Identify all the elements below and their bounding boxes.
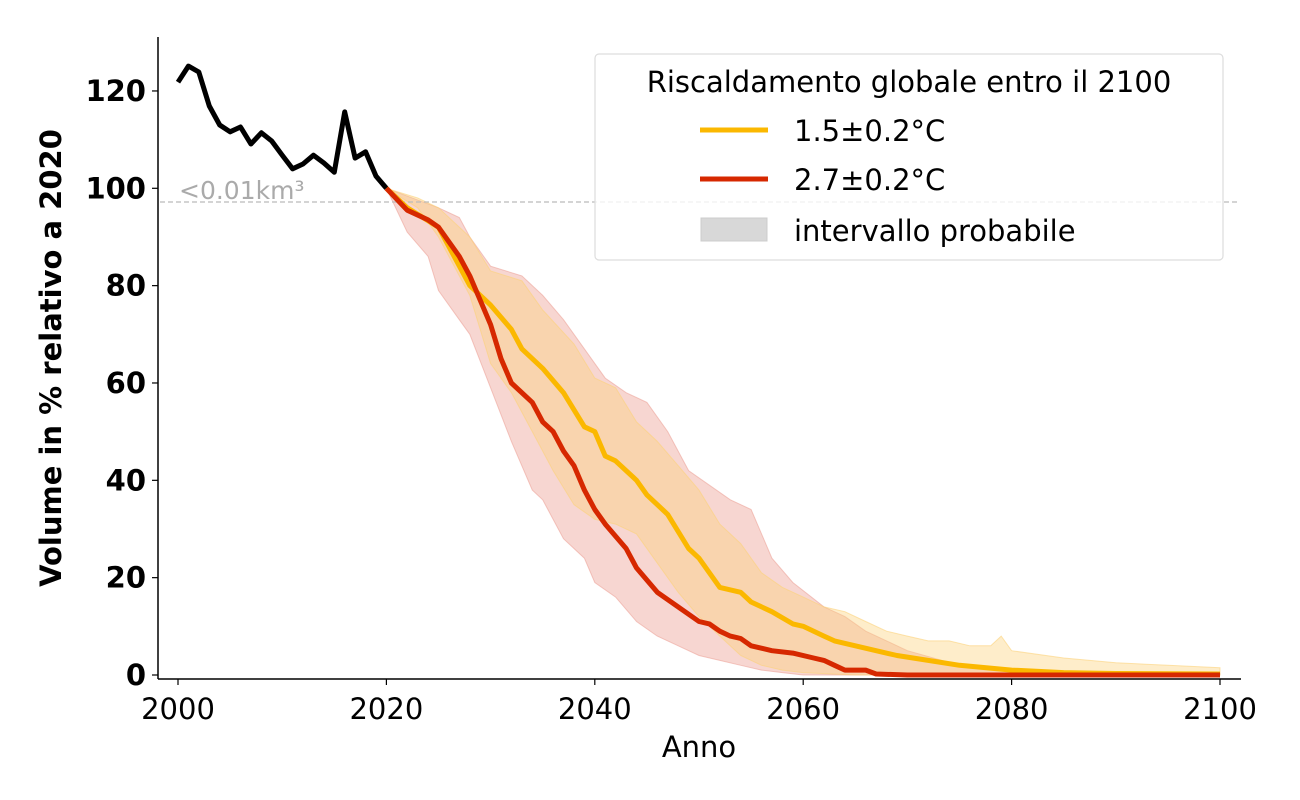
x-tick-label: 2000 — [141, 692, 215, 726]
legend-entry-range: intervallo probabile — [794, 214, 1076, 248]
y-tick-label: 20 — [106, 561, 146, 595]
x-ticks: 2000 2020 2040 2060 2080 2100 — [141, 679, 1257, 726]
y-tick-label: 0 — [126, 658, 146, 692]
x-tick-label: 2020 — [349, 692, 423, 726]
x-tick-label: 2040 — [558, 692, 632, 726]
y-tick-label: 60 — [106, 366, 146, 400]
x-tick-label: 2080 — [975, 692, 1049, 726]
x-tick-label: 2100 — [1183, 692, 1257, 726]
y-tick-label: 80 — [106, 269, 146, 303]
series-line-2-7 — [384, 186, 1220, 678]
lines-layer — [175, 63, 1221, 678]
threshold-label: <0.01km³ — [179, 176, 304, 205]
x-tick-label: 2060 — [766, 692, 840, 726]
legend-entry-1-5: 1.5±0.2°C — [794, 114, 945, 148]
y-ticks: 0 20 40 60 80 100 120 — [85, 74, 158, 692]
x-axis-label: Anno — [662, 730, 736, 764]
legend-frame — [594, 53, 1224, 261]
y-tick-label: 100 — [85, 171, 146, 205]
legend-swatch-range — [700, 217, 768, 242]
legend: Riscaldamento globale entro il 2100 1.5±… — [594, 53, 1224, 261]
y-axis-label: Volume in % relativo a 2020 — [34, 129, 68, 587]
legend-title: Riscaldamento globale entro il 2100 — [647, 65, 1172, 99]
y-tick-label: 40 — [106, 463, 146, 497]
series-line-1-5 — [384, 186, 1221, 677]
y-tick-label: 120 — [85, 74, 146, 108]
legend-entry-2-7: 2.7±0.2°C — [794, 163, 945, 197]
historical-line — [175, 63, 389, 190]
bands-layer — [385, 187, 1221, 676]
